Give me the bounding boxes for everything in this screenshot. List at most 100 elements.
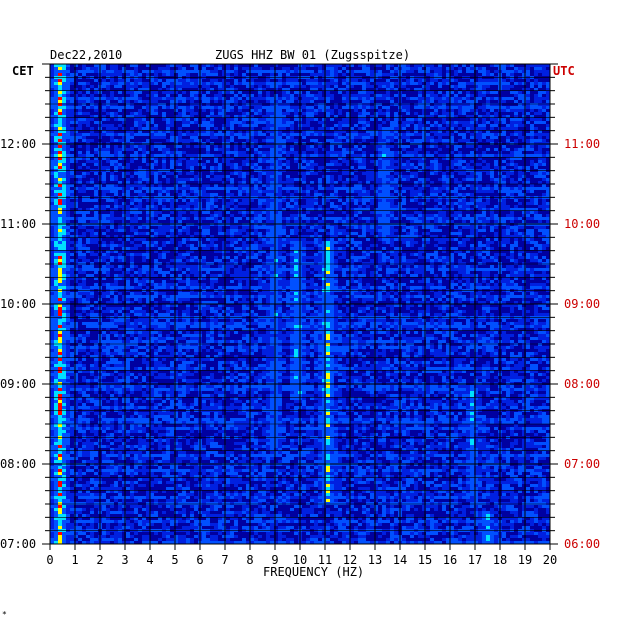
spectrogram-cell [406, 238, 410, 241]
spectrogram-cell [258, 175, 262, 178]
spectrogram-cell [306, 166, 310, 169]
spectrogram-cell [166, 73, 170, 76]
spectrogram-cell [234, 64, 238, 67]
spectrogram-cell [310, 112, 314, 115]
spectrogram-cell [510, 106, 514, 109]
spectrogram-cell [474, 220, 478, 223]
spectrogram-cell [266, 70, 270, 73]
spectrogram-cell [242, 187, 246, 190]
spectrogram-cell [334, 85, 338, 88]
spectrogram-cell [222, 145, 226, 148]
spectrogram-cell [138, 193, 142, 196]
spectrogram-cell [382, 133, 386, 136]
spectrogram-cell [318, 238, 322, 241]
spectrogram-cell [442, 211, 446, 214]
spectrogram-cell [338, 64, 342, 67]
spectrogram-cell [158, 136, 162, 139]
spectrogram-cell [234, 238, 238, 241]
spectrogram-cell [206, 70, 210, 73]
spectrogram-cell [530, 235, 534, 238]
spectrogram-cell [506, 175, 510, 178]
spectrogram-cell [114, 151, 118, 154]
spectrogram-cell [478, 124, 482, 127]
spectrogram-cell [118, 91, 122, 94]
spectrogram-cell [162, 85, 166, 88]
spectrogram-cell [450, 100, 454, 103]
spectrogram-cell [374, 208, 378, 211]
spectrogram-cell [418, 178, 422, 181]
spectrogram-cell [170, 199, 174, 202]
spectrogram-cell [470, 82, 474, 85]
spectrogram-cell [450, 202, 454, 205]
spectrogram-cell [326, 154, 330, 157]
spectrogram-cell [154, 220, 158, 223]
spectrogram-cell [366, 217, 370, 220]
spectrogram-cell [410, 163, 414, 166]
spectrogram-cell [374, 115, 378, 118]
spectrogram-cell [458, 97, 462, 100]
spectrogram-cell [430, 82, 434, 85]
spectrogram-cell [546, 88, 550, 91]
spectrogram-cell [322, 82, 326, 85]
spectrogram-cell [346, 115, 350, 118]
spectrogram-cell [410, 187, 414, 190]
spectrogram-cell [254, 133, 258, 136]
spectrogram-cell [234, 97, 238, 100]
spectrogram-cell [362, 118, 366, 121]
spectrogram-cell [234, 151, 238, 154]
spectrogram-cell [462, 217, 466, 220]
spectrogram-cell [102, 70, 106, 73]
spectrogram-cell [182, 121, 186, 124]
spectrogram-cell [482, 214, 486, 217]
spectrogram-cell [378, 181, 382, 184]
spectrogram-cell [194, 133, 198, 136]
spectrogram-cell [522, 136, 526, 139]
spectrogram-cell [254, 181, 258, 184]
spectrogram-cell [402, 127, 406, 130]
spectrogram-cell [426, 178, 430, 181]
spectrogram-cell [266, 238, 270, 241]
spectrogram-cell [486, 244, 490, 247]
spectrogram-cell [534, 88, 538, 91]
spectrogram-cell [186, 205, 190, 208]
spectrogram-cell [406, 160, 410, 163]
spectrogram-cell [406, 151, 410, 154]
spectrogram-cell [122, 136, 126, 139]
spectrogram-cell [182, 67, 186, 70]
spectrogram-cell [178, 64, 182, 67]
spectrogram-cell [86, 148, 90, 151]
spectrogram-cell [250, 145, 254, 148]
spectrogram-cell [246, 211, 250, 214]
spectrogram-cell [114, 112, 118, 115]
spectrogram-cell [262, 139, 266, 142]
spectrogram-cell [190, 139, 194, 142]
spectrogram-cell [354, 244, 358, 247]
spectrogram-cell [246, 199, 250, 202]
spectrogram-cell [162, 115, 166, 118]
spectrogram-cell [62, 127, 66, 130]
spectrogram-cell [414, 157, 418, 160]
spectrogram-cell [242, 211, 246, 214]
spectrogram-cell [482, 127, 486, 130]
spectrogram-cell [386, 97, 390, 100]
spectrogram-cell [134, 184, 138, 187]
spectrogram-cell [362, 100, 366, 103]
spectrogram-cell [458, 82, 462, 85]
spectrogram-cell [438, 229, 442, 232]
spectrogram-cell [346, 136, 350, 139]
spectrogram-cell [194, 232, 198, 235]
spectrogram-cell [210, 109, 214, 112]
spectrogram-cell [330, 127, 334, 130]
spectrogram-cell [206, 82, 210, 85]
spectrogram-cell [478, 67, 482, 70]
spectrogram-cell [238, 217, 242, 220]
spectrogram-cell [190, 160, 194, 163]
spectrogram-cell [534, 166, 538, 169]
spectrogram-cell [106, 220, 110, 223]
spectrogram-cell [226, 217, 230, 220]
spectrogram-cell [230, 193, 234, 196]
spectrogram-cell [390, 139, 394, 142]
spectrogram-cell [358, 136, 362, 139]
spectrogram-cell [362, 133, 366, 136]
spectrogram-cell [138, 100, 142, 103]
